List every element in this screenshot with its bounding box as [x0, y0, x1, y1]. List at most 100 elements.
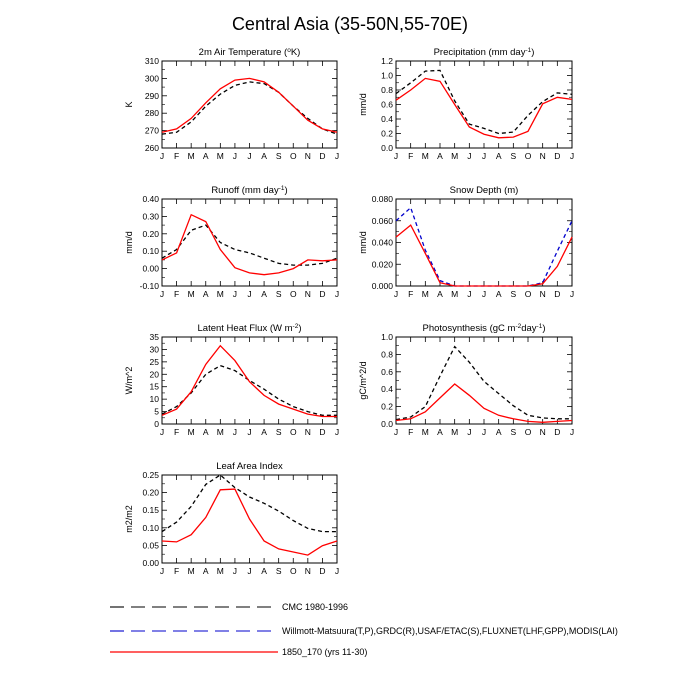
panel-title: 2m Air Temperature (oK): [199, 47, 301, 59]
y-tick-label: 0.080: [372, 194, 394, 204]
y-tick-label: 0: [154, 419, 159, 429]
x-tick-label: A: [261, 566, 267, 576]
panel-title-part: K): [291, 47, 301, 58]
chart-panel-0: 2m Air Temperature (oK) 260 270 280 290 300 31…: [124, 47, 339, 162]
x-tick-label: J: [160, 566, 164, 576]
panel-title-part: Latent Heat Flux (W m: [198, 323, 293, 334]
x-tick-label: J: [335, 289, 339, 299]
panel-title-part: ): [542, 323, 545, 334]
panel-title: Precipitation (mm day-1): [434, 47, 535, 59]
panel-title-part: -1: [525, 47, 531, 54]
x-tick-label: J: [160, 289, 164, 299]
x-tick-label: M: [217, 566, 224, 576]
x-tick-label: J: [335, 427, 339, 437]
panel-title-part: ): [531, 47, 534, 58]
y-tick-label: 35: [150, 332, 160, 342]
x-tick-label: D: [319, 151, 325, 161]
y-tick-label: 0.00: [142, 558, 159, 568]
panel-title-part: ): [285, 185, 288, 196]
x-tick-label: J: [570, 289, 574, 299]
series-line-red: [395, 224, 573, 287]
series-line-black: [161, 474, 337, 533]
x-tick-label: M: [422, 289, 429, 299]
x-tick-label: M: [451, 427, 458, 437]
legend-label: CMC 1980-1996: [282, 602, 348, 612]
legend: CMC 1980-1996 Willmott-Matsuura(T,P),GRDC…: [110, 602, 618, 657]
y-tick-label: 260: [145, 143, 159, 153]
x-tick-label: M: [422, 427, 429, 437]
panel-title-part: Leaf Area Index: [216, 461, 283, 472]
y-tick-label: 0.4: [381, 114, 393, 124]
x-tick-label: J: [394, 151, 398, 161]
x-tick-label: S: [276, 427, 282, 437]
x-tick-label: N: [305, 427, 311, 437]
x-tick-label: M: [217, 289, 224, 299]
x-tick-label: J: [233, 566, 237, 576]
series-line-red: [161, 344, 337, 418]
x-tick-label: F: [408, 427, 413, 437]
panels: 2m Air Temperature (oK)26027028029030031…: [124, 47, 574, 577]
x-tick-label: A: [261, 289, 267, 299]
x-tick-label: J: [160, 151, 164, 161]
x-tick-label: O: [525, 427, 532, 437]
x-tick-label: J: [335, 151, 339, 161]
y-tick-label: 0.0: [381, 419, 393, 429]
x-tick-label: J: [335, 566, 339, 576]
x-tick-label: F: [174, 427, 179, 437]
x-tick-label: A: [203, 151, 209, 161]
panel-title: Latent Heat Flux (W m-2): [198, 323, 302, 335]
series-line-red: [395, 77, 573, 139]
y-tick-label: 0.00: [142, 264, 159, 274]
x-tick-label: O: [290, 151, 297, 161]
x-tick-label: A: [437, 427, 443, 437]
y-axis-label: mm/d: [124, 231, 134, 254]
x-tick-label: O: [525, 151, 532, 161]
x-tick-label: A: [203, 289, 209, 299]
y-tick-label: 10: [150, 394, 160, 404]
x-tick-label: O: [290, 566, 297, 576]
chart-panel-1: Precipitation (mm day-1) 0.0 0.2 0.4 0.6 0.8 1…: [358, 47, 574, 162]
x-tick-label: N: [305, 566, 311, 576]
y-tick-label: 0.6: [381, 100, 393, 110]
chart-panel-5: Photosynthesis (gC m-2day-1) 0.0 0.2 0.4 0.6…: [358, 323, 574, 438]
x-tick-label: J: [247, 151, 251, 161]
x-tick-label: S: [510, 427, 516, 437]
x-tick-label: M: [422, 151, 429, 161]
x-tick-label: J: [233, 427, 237, 437]
legend-label: Willmott-Matsuura(T,P),GRDC(R),USAF/ETAC…: [282, 626, 618, 636]
y-tick-label: 1.0: [381, 332, 393, 342]
y-tick-label: 0.2: [381, 129, 393, 139]
panel-title-part: Snow Depth (m): [450, 185, 519, 196]
x-tick-label: D: [554, 151, 560, 161]
y-tick-label: 15: [150, 382, 160, 392]
y-tick-label: 0.20: [142, 229, 159, 239]
panel-title: Runoff (mm day-1): [211, 185, 287, 197]
x-tick-label: J: [247, 289, 251, 299]
panel-title-part: 2m Air Temperature (: [199, 47, 288, 58]
x-tick-label: D: [319, 289, 325, 299]
chart-panel-3: Snow Depth (m) 0.000 0.020 0.040 0.060 0.080 J…: [358, 185, 574, 299]
x-tick-label: F: [174, 289, 179, 299]
series-line-red: [161, 213, 338, 276]
panel-title-part: Photosynthesis (gC m: [423, 323, 516, 334]
x-tick-label: J: [394, 427, 398, 437]
x-tick-label: M: [188, 151, 195, 161]
x-tick-label: A: [437, 151, 443, 161]
panel-title-part: -1: [537, 323, 543, 330]
series-line-black: [161, 224, 338, 266]
x-tick-label: S: [276, 566, 282, 576]
y-axis-label: mm/d: [358, 93, 368, 116]
y-tick-label: 20: [150, 369, 160, 379]
y-tick-label: 0.000: [372, 281, 394, 291]
x-tick-label: S: [510, 151, 516, 161]
x-tick-label: S: [276, 289, 282, 299]
y-tick-label: 25: [150, 357, 160, 367]
x-tick-label: A: [203, 427, 209, 437]
panel-title: Snow Depth (m): [450, 185, 519, 196]
plot-frame: [395, 60, 573, 149]
y-tick-label: 310: [145, 56, 159, 66]
x-tick-label: M: [188, 427, 195, 437]
x-tick-label: O: [525, 289, 532, 299]
series-line-black: [161, 364, 337, 416]
